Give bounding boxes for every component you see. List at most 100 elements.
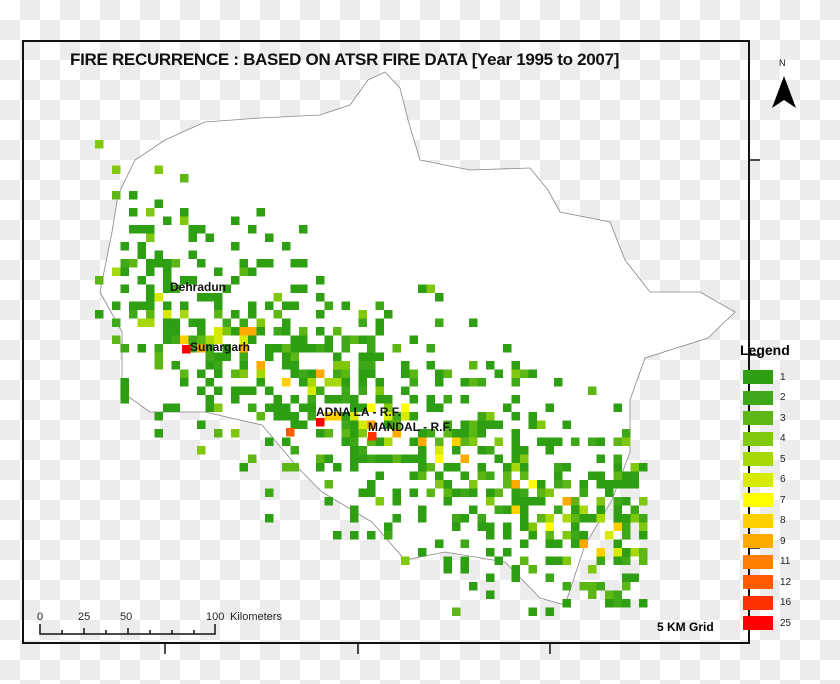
- fire-grid-cell: [375, 352, 384, 361]
- fire-grid-cell: [350, 446, 359, 455]
- fire-grid-cell: [528, 565, 537, 574]
- fire-grid-cell: [341, 420, 350, 429]
- fire-grid-cell: [358, 378, 367, 387]
- legend-swatch: [743, 411, 773, 425]
- fire-grid-cell: [239, 386, 248, 395]
- fire-grid-cell: [562, 497, 571, 506]
- fire-grid-cell: [188, 335, 197, 344]
- fire-grid-cell: [486, 497, 495, 506]
- fire-grid-cell: [375, 395, 384, 404]
- frame-ticks: [164, 159, 760, 654]
- fire-grid-cell: [494, 420, 503, 429]
- fire-grid-cell: [452, 488, 461, 497]
- fire-grid-cell: [154, 250, 163, 259]
- fire-grid-cell: [316, 454, 325, 463]
- fire-grid-cell: [392, 429, 401, 438]
- fire-grid-cell: [265, 403, 274, 412]
- fire-grid-cell: [426, 488, 435, 497]
- fire-grid-cell: [639, 497, 648, 506]
- fire-grid-cell: [350, 335, 359, 344]
- fire-grid-cell: [367, 437, 376, 446]
- fire-grid-cell: [520, 497, 529, 506]
- fire-grid-cell: [622, 599, 631, 608]
- fire-grid-cell: [256, 318, 265, 327]
- fire-grid-cell: [282, 463, 291, 472]
- fire-grid-cell: [333, 395, 342, 404]
- fire-grid-cell: [460, 420, 469, 429]
- fire-grid-cell: [341, 361, 350, 370]
- fire-grid-cell: [239, 352, 248, 361]
- place-adnala-rf: ADNA LA - R.F.: [316, 405, 402, 419]
- fire-grid-cell: [511, 378, 520, 387]
- fire-grid-cell: [324, 378, 333, 387]
- fire-grid-cell: [588, 471, 597, 480]
- fire-grid-cell: [384, 522, 393, 531]
- fire-grid-cell: [469, 505, 478, 514]
- fire-grid-cell: [511, 454, 520, 463]
- fire-grid-cell: [367, 403, 376, 412]
- fire-grid-cell: [596, 548, 605, 557]
- fire-grid-cell: [639, 522, 648, 531]
- fire-grid-cell: [265, 259, 274, 268]
- fire-grid-cell: [214, 335, 223, 344]
- fire-grid-cell: [214, 310, 223, 319]
- fire-grid-cell: [528, 480, 537, 489]
- fire-grid-cell: [205, 335, 214, 344]
- fire-grid-cell: [392, 454, 401, 463]
- fire-grid-cell: [613, 497, 622, 506]
- fire-grid-cell: [511, 488, 520, 497]
- fire-grid-cell: [477, 446, 486, 455]
- legend-item: 5: [743, 452, 786, 466]
- fire-grid-cell: [180, 310, 189, 319]
- fire-grid-cell: [486, 548, 495, 557]
- fire-grid-cell: [503, 531, 512, 540]
- fire-grid-cell: [154, 199, 163, 208]
- fire-grid-cell: [511, 361, 520, 370]
- fire-grid-cell: [443, 395, 452, 404]
- fire-grid-cell: [231, 369, 240, 378]
- fire-grid-cell: [129, 301, 138, 310]
- fire-grid-cell: [460, 539, 469, 548]
- legend-item: 7: [743, 493, 786, 507]
- fire-grid-cell: [188, 344, 197, 353]
- fire-grid-cell: [316, 386, 325, 395]
- fire-grid-cell: [375, 378, 384, 387]
- fire-grid-cell: [154, 344, 163, 353]
- fire-grid-cell: [375, 437, 384, 446]
- fire-grid-cell: [341, 412, 350, 421]
- fire-grid-cell: [299, 378, 308, 387]
- fire-grid-cell: [307, 395, 316, 404]
- legend-swatch: [743, 575, 773, 589]
- fire-grid-cell: [324, 395, 333, 404]
- scale-bar: [39, 624, 216, 635]
- fire-grid-cell: [256, 259, 265, 268]
- fire-grid-cell: [562, 582, 571, 591]
- fire-grid-cell: [435, 539, 444, 548]
- fire-grid-cell: [613, 403, 622, 412]
- fire-grid-cell: [520, 505, 529, 514]
- fire-grid-cell: [367, 420, 376, 429]
- fire-grid-cell: [588, 565, 597, 574]
- fire-grid-cell: [188, 250, 197, 259]
- fire-grid-cell: [171, 318, 180, 327]
- fire-grid-cell: [520, 522, 529, 531]
- legend-label: 6: [780, 474, 786, 485]
- fire-grid-cell: [520, 369, 529, 378]
- fire-grid-cell: [426, 344, 435, 353]
- legend-swatch: [743, 472, 773, 487]
- fire-grid-cell: [188, 233, 197, 242]
- fire-grid-cell: [596, 471, 605, 480]
- fire-grid-cell: [299, 335, 308, 344]
- fire-grid-cell: [282, 378, 291, 387]
- fire-grid-cell: [248, 403, 257, 412]
- fire-grid-cell: [418, 463, 427, 472]
- fire-grid-cell: [112, 301, 121, 310]
- fire-grid-cell: [239, 327, 248, 336]
- fire-grid-cell: [95, 140, 104, 149]
- fire-grid-cell: [146, 208, 155, 217]
- fire-grid-cell: [613, 548, 622, 557]
- fire-grid-cell: [324, 454, 333, 463]
- fire-grid-cell: [299, 403, 308, 412]
- fire-grid-cell: [520, 488, 529, 497]
- fire-grid-cell: [605, 488, 614, 497]
